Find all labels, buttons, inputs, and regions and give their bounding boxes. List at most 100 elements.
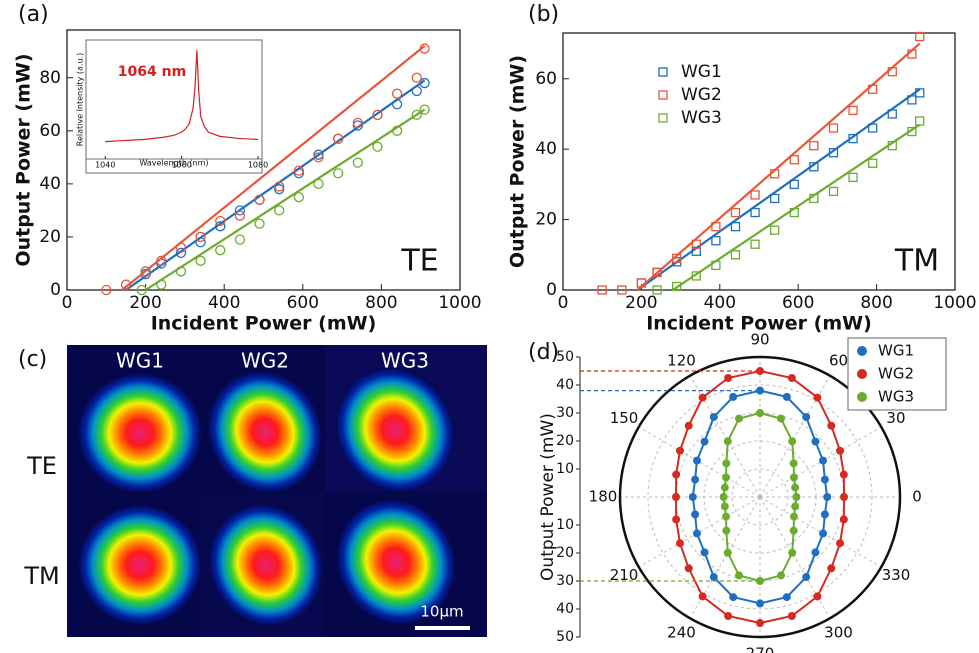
data-point [693, 457, 701, 465]
y-axis-label: Output Power (mW) [13, 53, 35, 266]
panel-label: (d) [528, 340, 559, 365]
x-tick-label: 400 [704, 293, 736, 313]
data-point [777, 415, 785, 423]
data-point [689, 493, 697, 501]
fit-line [673, 125, 920, 290]
data-point [721, 484, 729, 492]
fit-line [637, 89, 919, 290]
data-point [196, 256, 205, 265]
data-point [790, 513, 798, 521]
y-tick-label: 0 [546, 280, 557, 300]
data-point [691, 510, 699, 518]
legend-label: WG3 [681, 108, 722, 128]
data-point [829, 124, 837, 132]
data-point [821, 510, 829, 518]
data-point [827, 422, 835, 430]
data-point [791, 502, 799, 510]
y-tick-label: 20 [535, 210, 557, 230]
r-tick-label: 10 [556, 461, 574, 477]
data-point [821, 476, 829, 484]
annotation: TE [400, 244, 438, 279]
data-point [731, 209, 739, 217]
fit-line [637, 44, 919, 290]
legend-label: WG2 [681, 85, 722, 105]
legend-marker [659, 114, 667, 122]
legend-marker [659, 91, 667, 99]
data-point [157, 280, 166, 289]
data-point [829, 187, 837, 195]
data-point [792, 493, 800, 501]
legend-label: WG2 [878, 365, 914, 383]
r-tick-label: 20 [556, 433, 574, 449]
figure: (c) WG1 WG2 WG3 TE TM 10μm 0200400600800… [0, 0, 979, 653]
angle-label: 30 [886, 409, 905, 427]
data-point [216, 246, 225, 255]
data-point [790, 527, 798, 535]
data-point [724, 612, 732, 620]
x-axis-label: Incident Power (mW) [151, 313, 377, 335]
angle-label: 90 [750, 331, 769, 349]
legend-label: WG1 [681, 62, 722, 82]
data-point [751, 240, 759, 248]
y-tick-label: 80 [39, 68, 61, 88]
data-point [721, 502, 729, 510]
legend-marker [857, 369, 867, 379]
data-point [788, 612, 796, 620]
data-point [691, 476, 699, 484]
data-point [729, 593, 737, 601]
r-tick-label: 10 [556, 517, 574, 533]
column-label: WG3 [381, 349, 429, 373]
data-point [722, 513, 730, 521]
r-tick-label: 40 [556, 377, 574, 393]
r-tick-label: 30 [556, 405, 574, 421]
data-point [685, 422, 693, 430]
legend-label: WG1 [878, 342, 914, 360]
data-point [849, 173, 857, 181]
data-point [840, 471, 848, 479]
angle-label: 270 [746, 645, 775, 653]
data-point [810, 142, 818, 150]
x-tick-label: 0 [558, 293, 569, 313]
y-tick-label: 0 [50, 280, 61, 300]
data-point [699, 394, 707, 402]
r-tick-label: 30 [556, 573, 574, 589]
data-point [788, 374, 796, 382]
r-tick-label: 20 [556, 545, 574, 561]
legend-marker [857, 392, 867, 402]
x-tick-label: 0 [62, 293, 73, 313]
legend-marker [659, 68, 667, 76]
data-point [334, 169, 343, 178]
data-point [756, 619, 764, 627]
data-point [840, 493, 848, 501]
data-point [813, 592, 821, 600]
scale-label: 10μm [420, 603, 463, 621]
data-point [235, 235, 244, 244]
data-point [685, 564, 693, 572]
data-point [724, 437, 732, 445]
mode-image-panel: (c) WG1 WG2 WG3 TE TM 10μm [18, 345, 487, 646]
angle-label: 0 [912, 488, 922, 506]
data-point [849, 106, 857, 114]
data-point [836, 539, 844, 547]
data-point [751, 191, 759, 199]
data-point [412, 73, 421, 82]
data-point [724, 374, 732, 382]
mode-profile [78, 373, 202, 493]
data-point [731, 251, 739, 259]
x-axis-label: Wavelength (nm) [139, 159, 208, 168]
data-point [731, 223, 739, 231]
y-tick-label: 40 [535, 139, 557, 159]
data-point [735, 571, 743, 579]
data-point [813, 394, 821, 402]
data-point [275, 206, 284, 215]
data-point [869, 159, 877, 167]
data-point [294, 193, 303, 202]
data-point [722, 527, 730, 535]
x-tick-label: 800 [860, 293, 892, 313]
x-tick-label: 600 [287, 293, 319, 313]
data-point [916, 117, 924, 125]
angle-label: 330 [882, 566, 911, 584]
data-point [672, 471, 680, 479]
data-point [790, 459, 798, 467]
angle-label: 240 [667, 623, 696, 641]
